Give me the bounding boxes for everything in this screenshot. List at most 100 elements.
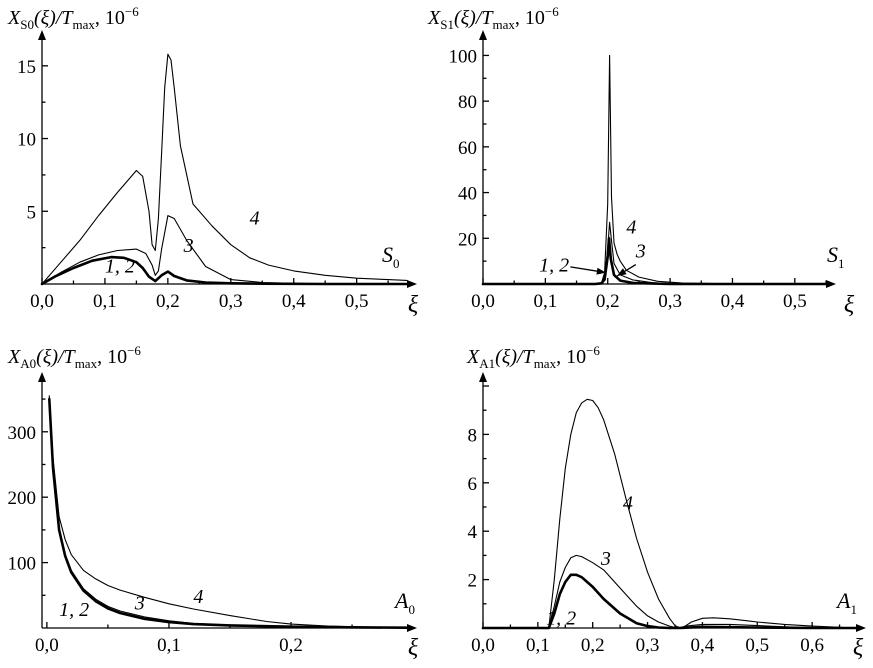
y-axis-label-part: , 10 — [95, 7, 125, 29]
x-axis-arrowhead — [856, 624, 866, 632]
y-axis-label-part: max — [534, 356, 557, 371]
y-axis-label-part: X — [7, 7, 21, 29]
y-axis-arrowhead — [38, 30, 46, 40]
y-tick-label: 8 — [468, 425, 478, 446]
series-label: 4 — [193, 586, 203, 608]
x-tick-label: 0,5 — [783, 291, 807, 312]
y-axis-arrowhead — [479, 30, 487, 40]
y-tick-label: 2 — [468, 571, 478, 592]
x-tick-label: 0,2 — [279, 635, 303, 656]
y-tick-label: 10 — [17, 130, 36, 151]
y-tick-label: 5 — [27, 202, 37, 223]
y-tick-label: 20 — [458, 229, 477, 250]
y-axis-label-part: A0 — [20, 356, 36, 371]
y-axis-label: XA0(ξ)/Tmax, 10−6 — [7, 343, 141, 371]
series-line-1-2 — [40, 255, 409, 286]
x-tick-label: 0,1 — [93, 291, 117, 312]
y-axis-label-part: max — [73, 17, 96, 32]
x-tick-label: 0,2 — [156, 291, 180, 312]
y-axis-label-part: −6 — [127, 343, 141, 358]
y-axis-arrowhead — [479, 372, 487, 382]
series-label: 4 — [623, 492, 633, 514]
y-axis-arrowhead — [38, 372, 46, 382]
y-axis-label-part: S0 — [20, 17, 34, 32]
series-line-3 — [482, 554, 857, 629]
series-label: 3 — [183, 235, 194, 257]
x-axis-arrowhead — [407, 280, 417, 288]
series-line-4 — [482, 54, 827, 285]
series-line-3 — [48, 397, 408, 629]
y-tick-label: 60 — [458, 138, 477, 159]
y-tick-label: 15 — [17, 57, 36, 78]
x-axis-label: ξ — [844, 292, 855, 318]
y-axis-label-part: , 10 — [97, 346, 127, 368]
mode-label-sub: 0 — [408, 602, 415, 617]
x-tick-label: 0,4 — [691, 635, 715, 656]
y-tick-label: 200 — [8, 488, 37, 509]
y-axis-label-part: , 10 — [556, 346, 586, 368]
mode-label: S0 — [382, 242, 400, 271]
y-axis-label-part: max — [493, 17, 516, 32]
x-tick-label: 0,5 — [745, 635, 769, 656]
series-label: 1, 2 — [105, 255, 135, 277]
x-tick-label: 0,2 — [596, 291, 620, 312]
series-label: 1, 2 — [539, 254, 569, 276]
y-tick-label: 300 — [8, 423, 37, 444]
mode-label-sub: 1 — [838, 256, 845, 271]
mode-label-base: S — [382, 242, 393, 267]
series-line-1-2 — [48, 397, 409, 629]
x-tick-label: 0,4 — [282, 291, 306, 312]
x-tick-label: 0,3 — [658, 291, 682, 312]
y-axis-label-part: , 10 — [515, 7, 545, 29]
y-tick-label: 4 — [468, 522, 478, 543]
series-line-1-2 — [481, 573, 858, 630]
mode-label-sub: 0 — [393, 256, 400, 271]
y-axis-label-part: (ξ)/T — [36, 346, 76, 368]
x-tick-label: 0,0 — [471, 635, 495, 656]
series-label: 4 — [626, 217, 636, 239]
x-tick-label: 0,1 — [526, 635, 550, 656]
y-tick-label: 6 — [468, 474, 478, 495]
mode-label-base: A — [835, 588, 851, 613]
x-tick-label: 0,1 — [157, 635, 181, 656]
x-tick-label: 0,3 — [219, 291, 243, 312]
series-label: 1, 2 — [546, 607, 576, 629]
mode-label-base: A — [393, 588, 409, 613]
x-tick-label: 0,0 — [30, 291, 54, 312]
y-axis-label-part: A1 — [479, 356, 495, 371]
y-axis-label-part: −6 — [125, 4, 139, 19]
series-line-4 — [41, 53, 408, 285]
y-tick-label: 100 — [449, 46, 478, 67]
y-axis-label: XS1(ξ)/Tmax, 10−6 — [427, 4, 559, 32]
y-axis-label-part: (ξ)/T — [34, 7, 74, 29]
x-axis-arrowhead — [826, 280, 836, 288]
mode-label-sub: 1 — [850, 602, 857, 617]
series-label: 1, 2 — [59, 599, 89, 621]
series-line-1-2 — [481, 237, 828, 286]
y-axis-label-part: S1 — [440, 17, 454, 32]
y-axis-label: XS0(ξ)/Tmax, 10−6 — [7, 4, 139, 32]
x-tick-label: 0,1 — [533, 291, 557, 312]
y-axis-label-part: X — [427, 7, 441, 29]
series-label: 3 — [134, 593, 145, 615]
series-label: 3 — [600, 548, 611, 570]
x-tick-label: 0,5 — [345, 291, 369, 312]
series-label: 3 — [635, 241, 646, 263]
y-tick-label: 80 — [458, 92, 477, 113]
x-tick-label: 0,6 — [800, 635, 824, 656]
x-tick-label: 0,3 — [636, 635, 660, 656]
y-axis-label-part: X — [7, 346, 21, 368]
series-line-4 — [48, 395, 408, 629]
y-axis-label-part: (ξ)/T — [454, 7, 494, 29]
y-axis-label: XA1(ξ)/Tmax, 10−6 — [466, 343, 600, 371]
series-line-3 — [482, 221, 827, 285]
series-line-3 — [41, 215, 408, 285]
y-axis-label-part: (ξ)/T — [495, 346, 535, 368]
mode-label-base: S — [827, 242, 838, 267]
x-tick-label: 0,2 — [581, 635, 605, 656]
y-axis-label-part: −6 — [586, 343, 600, 358]
y-tick-label: 40 — [458, 184, 477, 205]
